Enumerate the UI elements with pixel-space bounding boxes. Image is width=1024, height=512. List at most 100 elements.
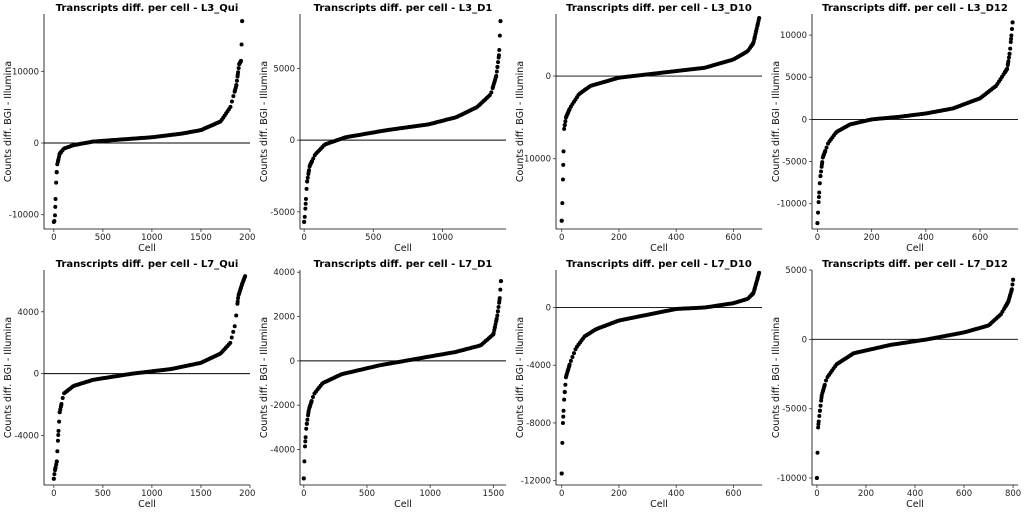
data-point [816, 425, 821, 430]
data-point [60, 396, 65, 401]
data-point [816, 419, 821, 424]
data-point [495, 64, 500, 69]
chart-title: Transcripts diff. per cell - L3_Qui [56, 3, 239, 14]
data-point [489, 90, 494, 95]
data-point [235, 74, 240, 79]
y-tick-label: 10000 [780, 31, 807, 41]
chart-panel: Transcripts diff. per cell - L7_D12 0 200 4… [768, 256, 1024, 512]
x-axis-label: Cell [650, 499, 668, 510]
data-point [59, 149, 64, 154]
data-point [306, 168, 311, 173]
y-axis-label: Counts diff. BGI - Illumina [771, 61, 782, 182]
data-point [52, 472, 57, 477]
x-tick-label: 500 [95, 489, 111, 499]
scatter-plot: Transcripts diff. per cell - L7_D10 0 200 4… [515, 259, 762, 510]
data-point [816, 195, 821, 200]
y-axis-label: Counts diff. BGI - Illumina [259, 317, 270, 438]
data-point [304, 186, 309, 191]
y-tick-label: -5000 [270, 208, 295, 218]
data-point [53, 197, 58, 201]
data-point [563, 119, 568, 124]
data-point [306, 172, 311, 177]
y-tick-label: -5000 [782, 405, 807, 415]
chart-title: Transcripts diff. per cell - L7_D10 [566, 259, 752, 270]
chart-title: Transcripts diff. per cell - L3_D10 [566, 3, 752, 14]
data-point [559, 471, 564, 476]
data-point [228, 104, 233, 109]
y-tick-label: 4000 [17, 308, 39, 318]
x-tick-label: 400 [668, 233, 684, 243]
x-tick-label: 1000 [141, 233, 163, 243]
x-tick-label: 2000 [239, 233, 256, 243]
data-point [231, 329, 236, 334]
data-point [302, 459, 307, 464]
data-point [490, 86, 495, 91]
y-tick-label: 5000 [273, 64, 295, 74]
data-point [824, 145, 829, 150]
y-tick-label: 0 [802, 335, 807, 345]
data-point [823, 149, 828, 154]
data-point [1009, 33, 1014, 38]
y-tick-label: 0 [34, 139, 39, 149]
data-point [310, 395, 315, 400]
data-point [1009, 36, 1014, 41]
chart-title: Transcripts diff. per cell - L7_Qui [56, 259, 239, 270]
scatter-plot: Transcripts diff. per cell - L3_Qui 0 500 1… [3, 3, 256, 254]
data-point [1005, 62, 1010, 67]
y-tick-label: -8000 [526, 419, 551, 429]
data-point [228, 340, 233, 345]
data-point [567, 362, 572, 367]
y-tick-label: -4000 [270, 446, 295, 456]
data-point [302, 219, 307, 224]
data-point [824, 378, 829, 383]
data-point [560, 440, 565, 445]
data-point [560, 420, 565, 425]
data-point [237, 62, 242, 67]
x-tick-label: 1500 [190, 233, 212, 243]
x-tick-label: 500 [95, 233, 111, 243]
data-point [561, 408, 566, 413]
data-point [54, 459, 59, 464]
y-tick-label: -10000 [777, 474, 807, 484]
chart-panel: Transcripts diff. per cell - L3_D10 0 200 4… [512, 0, 768, 256]
data-point [498, 287, 503, 292]
chart-panel: Transcripts diff. per cell - L7_D10 0 200 4… [512, 256, 768, 512]
data-point [306, 413, 311, 418]
x-tick-label: 1000 [141, 489, 163, 499]
data-point [562, 126, 567, 131]
data-point [498, 19, 503, 24]
data-point [1003, 304, 1008, 309]
data-point [817, 413, 822, 418]
y-tick-label: 0 [34, 370, 39, 380]
data-point [1002, 70, 1007, 75]
y-axis-label: Counts diff. BGI - Illumina [771, 317, 782, 438]
y-tick-label: -10000 [9, 211, 39, 221]
y-tick-label: 5000 [785, 73, 807, 83]
data-point [305, 175, 310, 180]
y-axis-label: Counts diff. BGI - Illumina [3, 61, 14, 182]
data-point [54, 170, 59, 175]
data-point [817, 181, 822, 186]
x-tick-label: 1000 [432, 233, 454, 243]
data-point [1011, 277, 1016, 282]
x-axis-label: Cell [394, 499, 412, 510]
data-point [56, 428, 61, 433]
x-tick-label: 600 [956, 489, 972, 499]
x-tick-label: 1000 [419, 489, 441, 499]
data-point [1008, 40, 1013, 45]
data-point [562, 123, 567, 128]
x-tick-label: 800 [1005, 489, 1021, 499]
data-points [51, 274, 248, 481]
data-point [303, 206, 308, 211]
data-point [309, 398, 314, 403]
data-point [304, 426, 309, 431]
data-point [53, 204, 58, 209]
data-point [818, 174, 823, 179]
y-tick-label: 0 [290, 136, 295, 146]
x-tick-label: 2000 [239, 489, 256, 499]
data-point [1008, 46, 1013, 51]
data-points [814, 277, 1016, 481]
chart-title: Transcripts diff. per cell - L7_D1 [314, 259, 493, 270]
data-point [1006, 55, 1011, 60]
x-axis-label: Cell [394, 243, 412, 254]
